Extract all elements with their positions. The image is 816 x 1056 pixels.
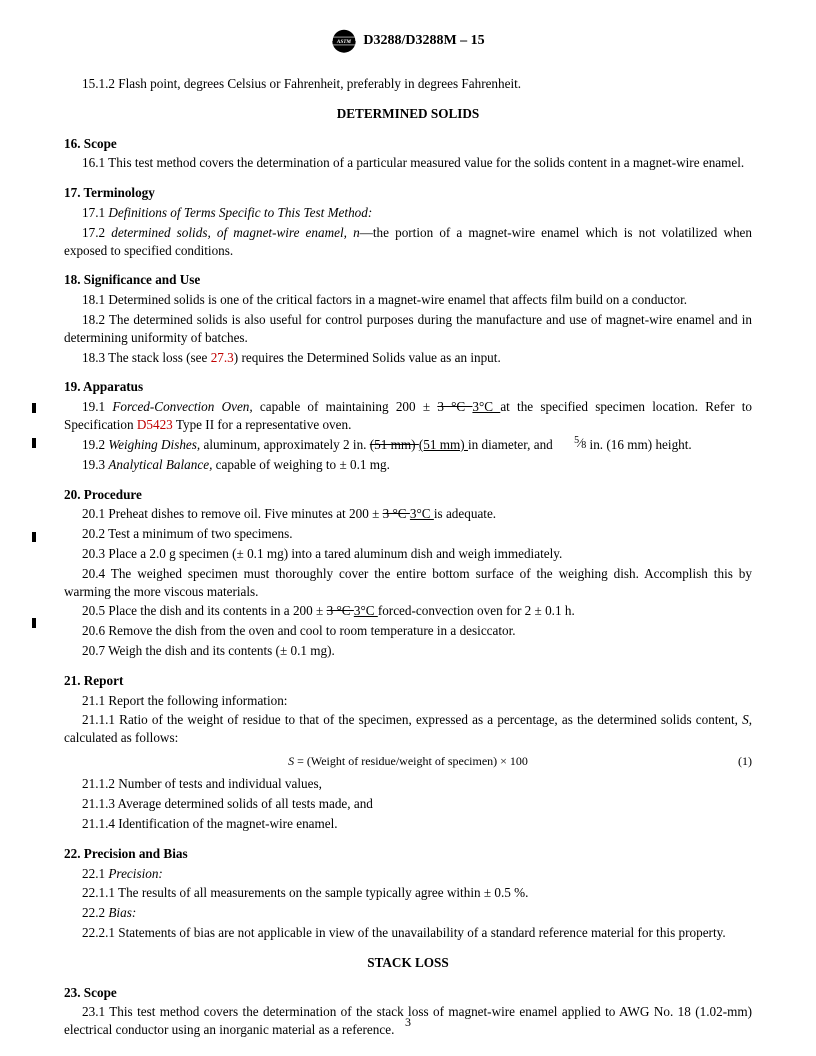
revision-bar-icon — [32, 532, 36, 542]
heading-20: 20. Procedure — [64, 486, 752, 504]
para-19-2-num: 19.2 — [82, 437, 108, 452]
para-19-1-underline: 3°C — [472, 399, 500, 414]
para-20-3: 20.3 Place a 2.0 g specimen (± 0.1 mg) i… — [64, 545, 752, 563]
para-20-5: 20.5 Place the dish and its contents in … — [64, 602, 752, 620]
para-22-2: 22.2 Bias: — [64, 904, 752, 922]
para-20-1: 20.1 Preheat dishes to remove oil. Five … — [64, 505, 752, 523]
para-21-1-4: 21.1.4 Identification of the magnet-wire… — [64, 815, 752, 833]
para-17-2-num: 17.2 — [82, 225, 111, 240]
para-19-2: 19.2 Weighing Dishes, aluminum, approxim… — [64, 436, 752, 454]
para-22-1-num: 22.1 — [82, 866, 108, 881]
para-19-1-a: capable of maintaining 200 ± — [253, 399, 438, 414]
para-20-6: 20.6 Remove the dish from the oven and c… — [64, 622, 752, 640]
heading-determined-solids: DETERMINED SOLIDS — [64, 105, 752, 123]
page-header: ASTM D3288/D3288M – 15 — [64, 28, 752, 61]
para-20-1-b: is adequate. — [434, 506, 496, 521]
para-18-3-b: ) requires the Determined Solids value a… — [234, 350, 501, 365]
eq-number: (1) — [738, 753, 752, 769]
equation-1: S = (Weight of residue/weight of specime… — [64, 753, 752, 769]
para-17-1-num: 17.1 — [82, 205, 108, 220]
para-19-1-strike: 3 °C — [437, 399, 472, 414]
para-19-1-c: Type II for a representative oven. — [173, 417, 352, 432]
revision-bar-icon — [32, 618, 36, 628]
page-number: 3 — [0, 1014, 816, 1030]
eq-rhs: = (Weight of residue/weight of specimen)… — [294, 754, 528, 768]
heading-17: 17. Terminology — [64, 184, 752, 202]
revision-bar-icon — [32, 438, 36, 448]
para-19-3-term: Analytical Balance, — [108, 457, 212, 472]
heading-23: 23. Scope — [64, 984, 752, 1002]
para-22-1-1: 22.1.1 The results of all measurements o… — [64, 884, 752, 902]
para-19-1-num: 19.1 — [82, 399, 112, 414]
para-19-2-underline: (51 mm) — [419, 437, 468, 452]
para-19-2-b: in diameter, and — [468, 437, 556, 452]
para-20-4: 20.4 The weighed specimen must thoroughl… — [64, 565, 752, 601]
para-18-2: 18.2 The determined solids is also usefu… — [64, 311, 752, 347]
para-20-2: 20.2 Test a minimum of two specimens. — [64, 525, 752, 543]
para-20-5-b: forced-convection oven for 2 ± 0.1 h. — [378, 603, 575, 618]
heading-22: 22. Precision and Bias — [64, 845, 752, 863]
svg-text:ASTM: ASTM — [336, 39, 352, 45]
para-20-5-a: 20.5 Place the dish and its contents in … — [82, 603, 327, 618]
para-19-3-num: 19.3 — [82, 457, 108, 472]
para-22-1: 22.1 Precision: — [64, 865, 752, 883]
para-18-3: 18.3 The stack loss (see 27.3) requires … — [64, 349, 752, 367]
para-20-5-strike: 3 °C — [327, 603, 354, 618]
para-18-1: 18.1 Determined solids is one of the cri… — [64, 291, 752, 309]
astm-logo-icon: ASTM — [331, 28, 357, 54]
para-20-7: 20.7 Weigh the dish and its contents (± … — [64, 642, 752, 660]
para-21-1-1-a: 21.1.1 Ratio of the weight of residue to… — [82, 712, 742, 727]
heading-16: 16. Scope — [64, 135, 752, 153]
page: ASTM D3288/D3288M – 15 15.1.2 Flash poin… — [0, 0, 816, 1056]
para-20-1-a: 20.1 Preheat dishes to remove oil. Five … — [82, 506, 383, 521]
para-17-2-term: determined solids, of magnet-wire enamel… — [111, 225, 359, 240]
para-21-1-2: 21.1.2 Number of tests and individual va… — [64, 775, 752, 793]
para-19-2-strike: (51 mm) — [370, 437, 419, 452]
designation: D3288/D3288M – 15 — [363, 32, 484, 51]
para-19-2-a: aluminum, approximately 2 in. — [200, 437, 370, 452]
para-19-3-a: capable of weighing to ± 0.1 mg. — [212, 457, 390, 472]
para-18-3-a: 18.3 The stack loss (see — [82, 350, 211, 365]
para-17-1-term: Definitions of Terms Specific to This Te… — [108, 205, 372, 220]
fraction-5-8: 5⁄8 — [556, 436, 586, 451]
para-22-1-term: Precision: — [108, 866, 162, 881]
revision-bar-icon — [32, 403, 36, 413]
para-19-1-term: Forced-Convection Oven, — [112, 399, 252, 414]
para-21-1: 21.1 Report the following information: — [64, 692, 752, 710]
ref-d5423: D5423 — [137, 417, 173, 432]
para-16-1: 16.1 This test method covers the determi… — [64, 154, 752, 172]
para-17-1: 17.1 Definitions of Terms Specific to Th… — [64, 204, 752, 222]
para-20-5-underline: 3°C — [354, 603, 378, 618]
para-21-1-1: 21.1.1 Ratio of the weight of residue to… — [64, 711, 752, 747]
heading-18: 18. Significance and Use — [64, 271, 752, 289]
para-20-1-strike: 3 °C — [383, 506, 410, 521]
heading-21: 21. Report — [64, 672, 752, 690]
para-17-2: 17.2 determined solids, of magnet-wire e… — [64, 224, 752, 260]
para-21-1-1-S: S — [742, 712, 749, 727]
para-22-2-num: 22.2 — [82, 905, 108, 920]
para-22-2-1: 22.2.1 Statements of bias are not applic… — [64, 924, 752, 942]
heading-19: 19. Apparatus — [64, 378, 752, 396]
heading-stack-loss: STACK LOSS — [64, 954, 752, 972]
para-19-2-term: Weighing Dishes, — [108, 437, 200, 452]
para-21-1-3: 21.1.3 Average determined solids of all … — [64, 795, 752, 813]
para-22-2-term: Bias: — [108, 905, 136, 920]
para-20-1-underline: 3°C — [410, 506, 434, 521]
para-15-1-2: 15.1.2 Flash point, degrees Celsius or F… — [64, 75, 752, 93]
para-19-2-c: in. (16 mm) height. — [586, 437, 692, 452]
fraction-den: 8 — [581, 440, 586, 451]
para-19-1: 19.1 Forced-Convection Oven, capable of … — [64, 398, 752, 434]
para-19-3: 19.3 Analytical Balance, capable of weig… — [64, 456, 752, 474]
ref-27-3: 27.3 — [211, 350, 234, 365]
